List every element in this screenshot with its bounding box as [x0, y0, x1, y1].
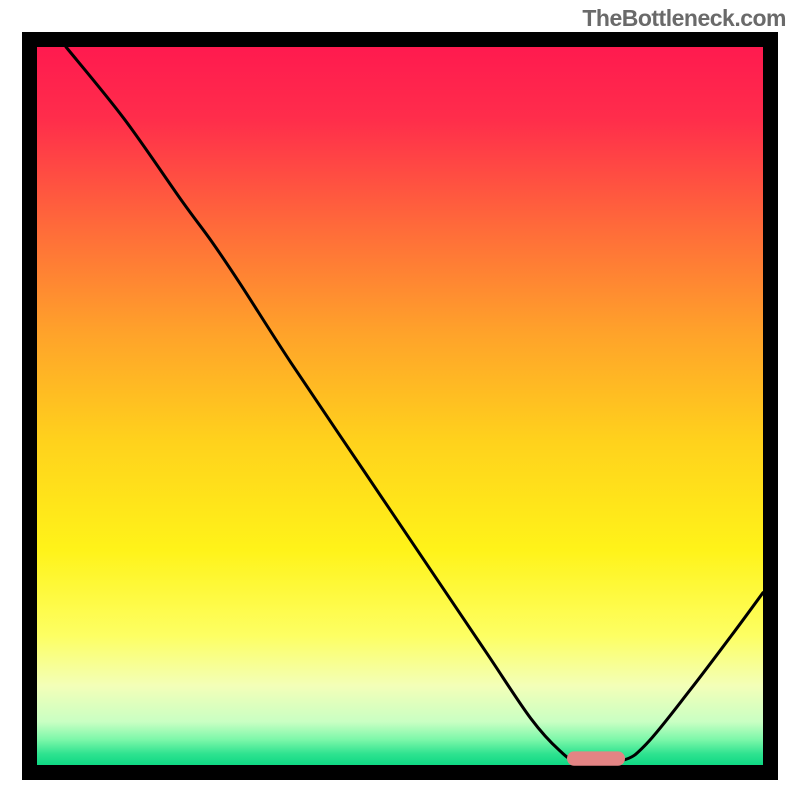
watermark-text: TheBottleneck.com [582, 5, 786, 32]
bottleneck-curve-chart [0, 0, 800, 800]
chart-background [37, 47, 763, 765]
optimal-zone-marker [567, 751, 625, 765]
